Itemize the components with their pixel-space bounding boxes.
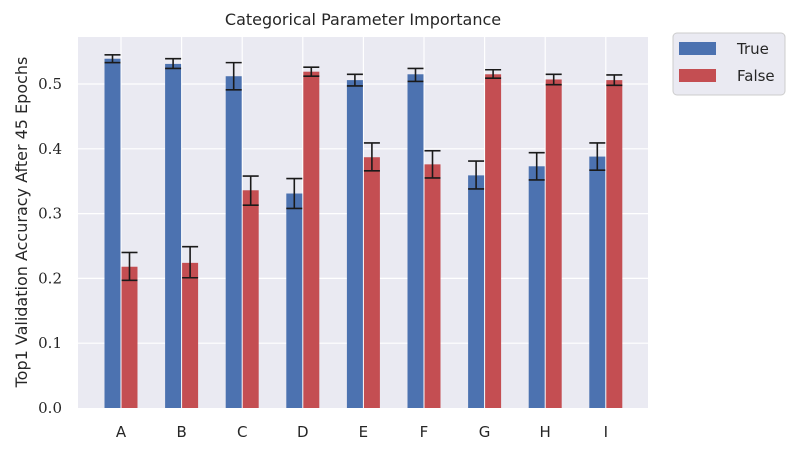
x-tick-label: E: [359, 423, 368, 441]
chart-title: Categorical Parameter Importance: [225, 10, 501, 29]
legend-swatch-true: [679, 42, 716, 55]
bar-true: [225, 76, 242, 408]
bar-false: [303, 71, 320, 409]
x-tick-label: C: [237, 423, 247, 441]
legend: True False: [672, 32, 786, 96]
x-tick-label: B: [176, 423, 186, 441]
bar-true: [468, 175, 485, 408]
bar-false: [242, 190, 259, 408]
bar-false: [424, 164, 441, 408]
bar-true: [165, 63, 182, 409]
bar-true: [589, 156, 606, 408]
y-tick-labels: 0.0 0.1 0.2 0.3 0.4 0.5: [38, 75, 62, 417]
y-tick-label: 0.4: [38, 140, 62, 158]
x-tick-label: G: [479, 423, 491, 441]
bar-true: [407, 74, 424, 408]
x-tick-label: H: [540, 423, 551, 441]
y-tick-label: 0.0: [38, 399, 62, 417]
bar-false: [363, 157, 380, 408]
bar-false: [545, 79, 562, 409]
bar-true: [528, 166, 545, 408]
legend-swatch-false: [679, 69, 716, 82]
legend-label-false: False: [737, 67, 775, 85]
x-tick-labels: A B C D E F G H I: [116, 423, 608, 441]
y-tick-label: 0.2: [38, 269, 62, 287]
y-tick-label: 0.3: [38, 205, 62, 223]
error-bars: [104, 54, 623, 282]
bar-false: [485, 74, 502, 408]
y-axis-label: Top1 Validation Accuracy After 45 Epochs: [12, 57, 31, 389]
x-tick-label: A: [116, 423, 127, 441]
bar-false: [606, 80, 623, 408]
bar-false: [182, 262, 199, 408]
y-tick-label: 0.1: [38, 334, 62, 352]
bar-true: [104, 58, 121, 409]
bar-false: [121, 266, 138, 408]
x-tick-label: I: [604, 423, 608, 441]
x-tick-label: F: [420, 423, 429, 441]
y-tick-label: 0.5: [38, 75, 62, 93]
bar-true: [346, 80, 363, 408]
x-tick-label: D: [297, 423, 309, 441]
bar-true: [286, 193, 303, 408]
legend-label-true: True: [736, 40, 769, 58]
bars: [104, 58, 623, 409]
